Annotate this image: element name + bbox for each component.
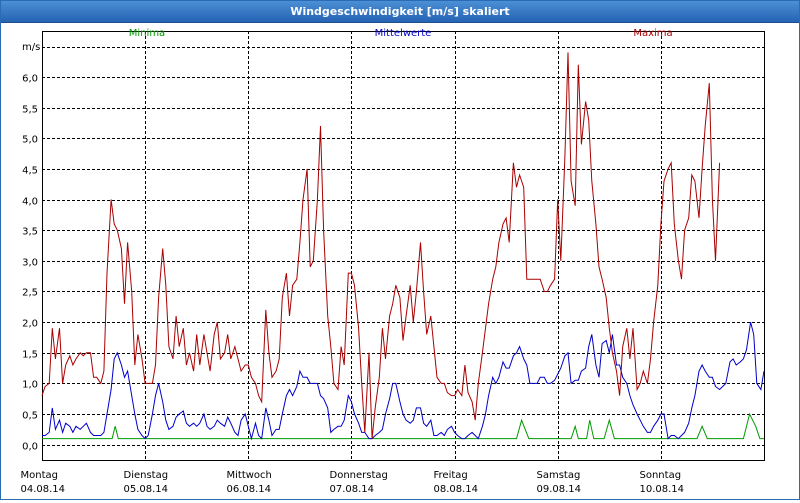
- x-tick-day: Mittwoch: [227, 470, 272, 481]
- y-tick-label: 4,0: [22, 197, 38, 208]
- y-tick-label: 0,0: [22, 442, 38, 453]
- y-tick-label: 3,5: [22, 227, 38, 238]
- x-tick-date: 09.08.14: [537, 484, 582, 495]
- y-tick-label: 6,0: [22, 74, 38, 85]
- chart-area: 0,0 0,5 1,0 1,5 2,0 2,5 3,0 3,5 4,0 4,5 5,0 5,5 6,0 M…: [1, 23, 799, 499]
- x-tick-date: 07.08.14: [330, 484, 375, 495]
- legend-mittelwerte: Mittelwerte: [375, 28, 432, 39]
- x-tick-date: 10.08.14: [640, 484, 685, 495]
- y-tick-label: 3,0: [22, 258, 38, 269]
- plot-frame: [42, 31, 765, 461]
- x-tick-date: 04.08.14: [21, 484, 66, 495]
- x-tick-date: 08.08.14: [434, 484, 479, 495]
- y-tick-label: 4,5: [22, 166, 38, 177]
- y-tick-label: 5,0: [22, 135, 38, 146]
- window-title: Windgeschwindigkeit [m/s] skaliert: [1, 1, 799, 23]
- x-tick-day: Samstag: [537, 470, 581, 481]
- y-tick-label: 2,5: [22, 288, 38, 299]
- x-tick-day: Montag: [21, 470, 58, 481]
- x-tick-date: 06.08.14: [227, 484, 272, 495]
- y-tick-label: 5,5: [22, 105, 38, 116]
- x-tick-day: Donnerstag: [330, 470, 388, 481]
- y-tick-label: 1,5: [22, 350, 38, 361]
- y-tick-label: 1,0: [22, 380, 38, 391]
- legend-minima: Minima: [129, 28, 165, 39]
- series-line-maxima: [41, 52, 721, 439]
- y-axis-label: m/s: [22, 42, 40, 53]
- series-line-mittelwerte: [42, 321, 765, 441]
- wind-speed-chart: 0,0 0,5 1,0 1,5 2,0 2,5 3,0 3,5 4,0 4,5 5,0 5,5 6,0 M…: [21, 28, 765, 495]
- y-tick-label: 0,5: [22, 411, 38, 422]
- x-tick-date: 05.08.14: [124, 484, 169, 495]
- y-tick-label: 2,0: [22, 319, 38, 330]
- x-tick-day: Dienstag: [124, 470, 169, 481]
- legend-maxima: Maxima: [633, 28, 672, 39]
- x-tick-day: Sonntag: [640, 470, 682, 481]
- x-tick-day: Freitag: [434, 470, 468, 481]
- series-line-minima: [42, 412, 764, 440]
